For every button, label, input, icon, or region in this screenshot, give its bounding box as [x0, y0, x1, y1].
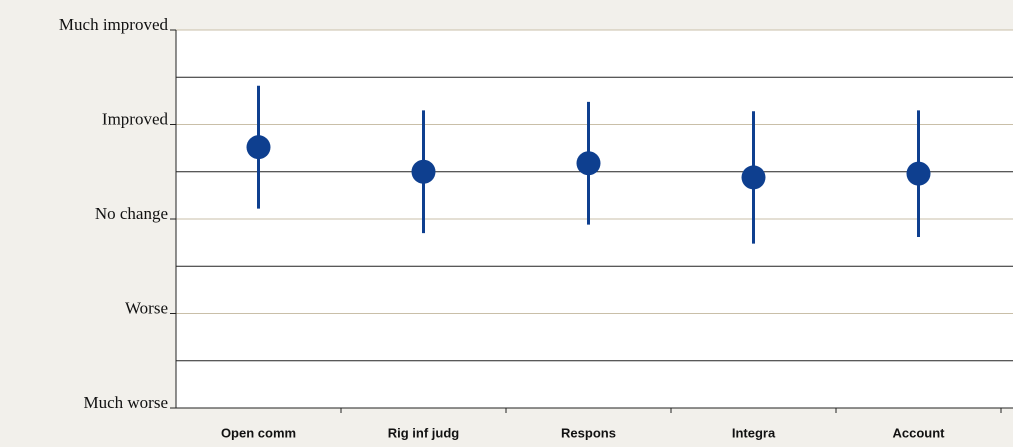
x-tick-label: Respons [561, 425, 616, 440]
dot [411, 159, 436, 184]
y-tick-label: Worse [125, 298, 168, 317]
dot [906, 161, 931, 186]
y-tick-label: Improved [102, 109, 169, 128]
y-tick-label: Much improved [59, 15, 169, 34]
dot [741, 165, 766, 190]
y-tick-label: No change [95, 204, 168, 223]
dot [246, 135, 271, 160]
x-tick-label: Integra [732, 425, 776, 440]
y-tick-label: Much worse [83, 393, 168, 412]
x-tick-label: Account [893, 425, 946, 440]
dot [576, 151, 601, 176]
x-tick-label: Rig inf judg [388, 425, 460, 440]
x-tick-label: Open comm [221, 425, 296, 440]
